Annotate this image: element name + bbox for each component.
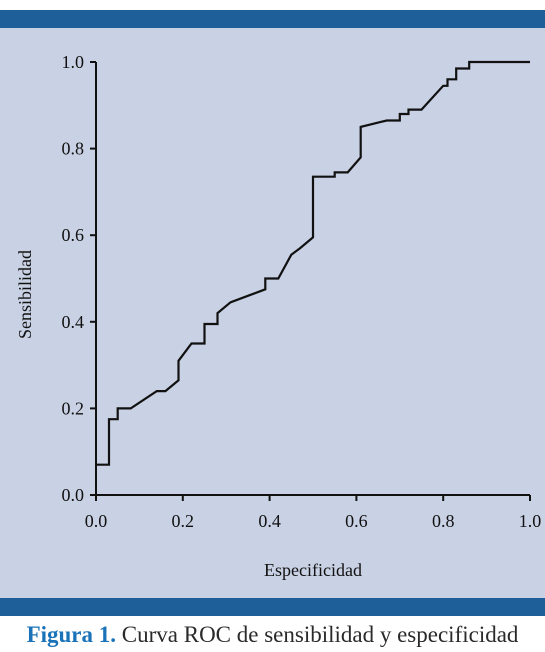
figure-number: Figura 1. (26, 622, 117, 647)
chart-ticks: 0.0 0.2 0.4 0.6 0.8 1.0 0.0 0.2 0.4 0.6 0.8 1.0 (62, 52, 542, 531)
x-tick-label: 1.0 (519, 511, 542, 531)
y-tick-label: 1.0 (62, 52, 85, 72)
x-tick-label: 0.0 (85, 511, 108, 531)
figure-caption: Figura 1. Curva ROC de sensibilidad y es… (0, 618, 545, 652)
roc-chart: 0.0 0.2 0.4 0.6 0.8 1.0 0.0 0.2 0.4 0.6 0.8 1.0 Esp… (15, 52, 542, 580)
x-axis-label: Especificidad (264, 560, 362, 580)
chart-panel (0, 28, 545, 598)
x-tick-label: 0.2 (172, 511, 195, 531)
y-axis-label: Sensibilidad (15, 250, 35, 339)
figure-caption-text: Curva ROC de sensibilidad y especificida… (121, 622, 519, 647)
chart-axes (95, 62, 530, 496)
bottom-band (0, 598, 545, 616)
y-tick-label: 0.0 (62, 485, 85, 505)
roc-curve-line (96, 60, 530, 466)
y-tick-label: 0.6 (62, 225, 85, 245)
y-tick-label: 0.2 (62, 398, 85, 418)
x-tick-label: 0.4 (258, 511, 281, 531)
x-tick-label: 0.6 (345, 511, 368, 531)
y-tick-label: 0.8 (62, 139, 85, 159)
x-tick-label: 0.8 (432, 511, 455, 531)
top-band (0, 10, 545, 28)
y-tick-label: 0.4 (62, 312, 85, 332)
